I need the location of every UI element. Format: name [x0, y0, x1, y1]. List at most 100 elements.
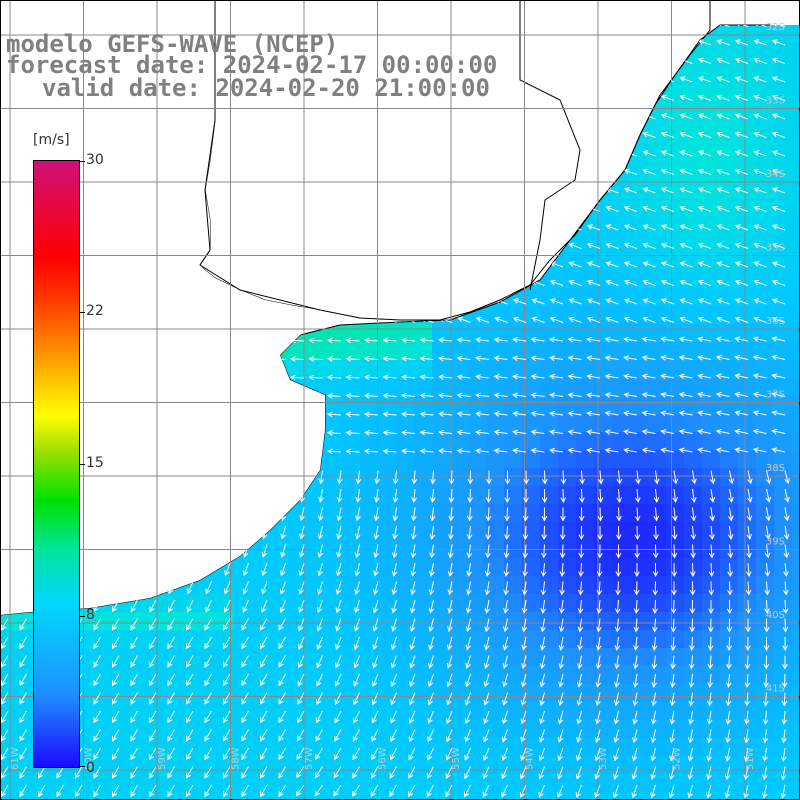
wind-arrow: [411, 470, 418, 485]
wind-arrow: [724, 784, 731, 799]
wind-arrow: [296, 729, 305, 742]
wind-arrow: [568, 279, 582, 286]
wind-arrow: [19, 618, 27, 631]
wind-arrow: [567, 355, 582, 361]
wind-arrow: [392, 488, 399, 503]
wind-arrow: [567, 447, 582, 454]
wind-arrow: [512, 429, 527, 436]
wind-arrow: [411, 507, 417, 522]
wind-arrow: [259, 636, 268, 650]
wind-arrow: [715, 354, 730, 361]
wind-arrow: [697, 355, 712, 361]
latitude-label: 39S: [766, 537, 785, 548]
wind-arrow: [577, 636, 583, 651]
wind-arrow: [660, 392, 675, 398]
wind-arrow: [111, 692, 120, 705]
wind-arrow: [429, 488, 436, 504]
wind-arrow: [493, 411, 508, 417]
wind-arrow: [688, 710, 694, 725]
wind-arrow: [148, 710, 157, 724]
wind-arrow: [297, 710, 305, 724]
wind-arrow: [605, 261, 619, 268]
wind-arrow: [765, 507, 771, 522]
wind-arrow: [679, 224, 693, 231]
wind-arrow: [707, 673, 713, 688]
wind-arrow: [623, 447, 638, 454]
wind-arrow: [186, 581, 194, 595]
wind-arrow: [438, 411, 453, 417]
wind-arrow: [594, 784, 601, 799]
wind-arrow: [222, 766, 231, 779]
wind-arrow: [204, 766, 212, 779]
wind-arrow: [568, 316, 582, 323]
wind-arrow: [186, 599, 194, 613]
wind-arrow: [716, 261, 730, 268]
wind-arrow: [771, 113, 786, 120]
wind-arrow: [687, 747, 694, 762]
colorbar-tick-15: 15: [86, 455, 104, 471]
wind-arrow: [557, 766, 564, 780]
wind-arrow: [586, 224, 601, 231]
wind-arrow: [633, 599, 640, 615]
wind-arrow: [401, 355, 416, 362]
wind-arrow: [373, 507, 380, 522]
wind-arrow: [501, 766, 508, 780]
wind-arrow: [336, 525, 342, 540]
wind-arrow: [679, 205, 693, 212]
longitude-label: 58W: [231, 747, 242, 770]
wind-arrow: [623, 392, 638, 398]
wind-arrow: [716, 168, 730, 175]
longitude-labels: 61W 60W 59W 58W 57W 56W 55W 54W 53W 52W 51W: [10, 747, 756, 770]
wind-arrow: [623, 410, 638, 417]
wind-arrow: [185, 729, 194, 742]
wind-arrow: [784, 470, 790, 485]
wind-arrow: [745, 562, 752, 578]
wind-arrow: [261, 562, 268, 577]
wind-arrow: [241, 766, 249, 779]
wind-arrow: [679, 279, 693, 286]
wind-arrow: [586, 279, 601, 286]
wind-arrow: [363, 355, 379, 362]
wind-arrow: [708, 544, 715, 559]
wind-arrow: [577, 655, 583, 670]
wind-arrow: [688, 692, 695, 707]
wind-arrow: [353, 636, 360, 651]
wind-arrow: [679, 168, 693, 175]
wind-arrow: [56, 766, 64, 779]
colorbar-tickmark: [79, 616, 85, 617]
wind-arrow: [558, 673, 564, 688]
wind-arrow: [0, 673, 9, 687]
wind-arrow: [679, 187, 693, 194]
wind-arrow: [697, 224, 712, 231]
wind-arrow: [475, 316, 490, 323]
wind-arrow: [697, 94, 712, 101]
wind-arrow: [467, 488, 473, 504]
wind-arrow: [19, 729, 27, 742]
wind-arrow: [641, 410, 656, 417]
wind-arrow: [762, 710, 769, 725]
wind-arrow: [634, 544, 640, 559]
wind-arrow: [185, 673, 194, 687]
wind-arrow: [642, 298, 656, 305]
wind-arrow: [641, 429, 656, 435]
wind-arrow: [168, 599, 175, 613]
wind-arrow: [111, 729, 120, 742]
wind-arrow: [641, 336, 656, 343]
wind-arrow: [382, 337, 397, 344]
wind-arrow: [447, 544, 454, 559]
wind-arrow: [336, 544, 342, 559]
wind-arrow: [641, 373, 656, 380]
wind-arrow: [335, 636, 342, 651]
wind-arrow: [456, 448, 471, 454]
wind-arrow: [549, 336, 564, 343]
wind-arrow: [382, 374, 397, 381]
wind-arrow: [753, 131, 767, 138]
wind-arrow: [504, 525, 510, 541]
latitude-label: 34S: [766, 169, 785, 180]
wind-arrow: [297, 636, 305, 650]
wind-arrow: [734, 316, 749, 323]
wind-arrow: [363, 429, 379, 436]
wind-arrow: [430, 470, 436, 485]
wind-arrow: [706, 729, 713, 744]
wind-arrow: [317, 581, 323, 595]
